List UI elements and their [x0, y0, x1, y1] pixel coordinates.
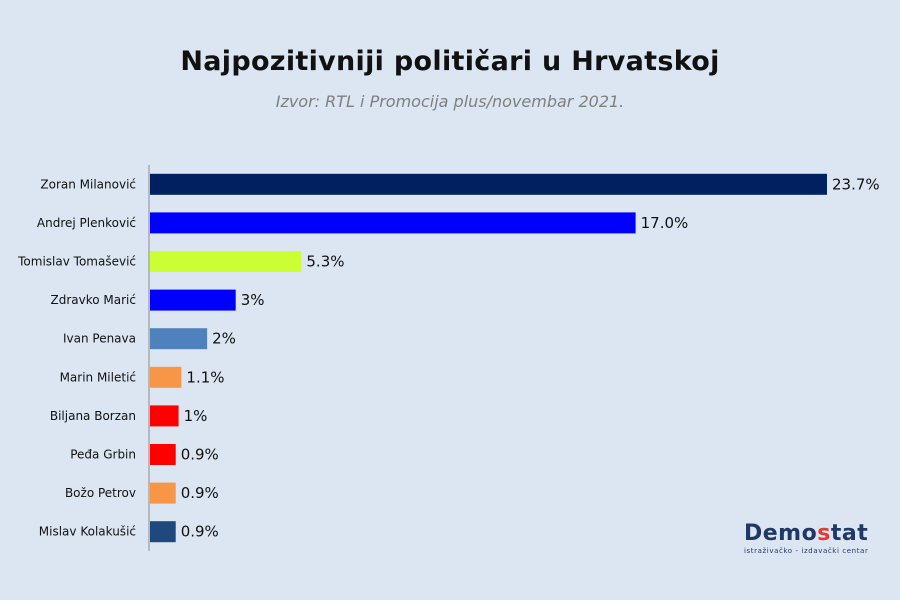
bar — [150, 366, 182, 388]
value-label: 2% — [212, 330, 236, 348]
category-label: Biljana Borzan — [50, 409, 136, 423]
value-label: 0.9% — [181, 446, 219, 464]
bar — [150, 444, 176, 465]
value-label: 0.9% — [181, 484, 219, 502]
logo-tagline: istraživačko - izdavački centar — [744, 547, 869, 555]
category-label: Božo Petrov — [65, 486, 136, 500]
bar — [150, 521, 176, 543]
category-label: Peđa Grbin — [70, 448, 136, 462]
logo-wordmark: Demostat — [744, 522, 868, 546]
bar — [150, 289, 236, 311]
value-label: 17.0% — [641, 214, 689, 232]
category-label: Zoran Milanović — [40, 177, 136, 191]
value-label: 23.7% — [832, 175, 880, 193]
value-label: 5.3% — [306, 253, 344, 271]
value-label: 1.1% — [186, 368, 224, 386]
category-label: Andrej Plenković — [37, 216, 136, 230]
logo-text-1: Demo — [744, 521, 818, 546]
value-label: 1% — [184, 407, 208, 425]
value-label: 3% — [241, 291, 265, 309]
category-label: Tomislav Tomašević — [17, 255, 136, 269]
chart-title: Najpozitivniji političari u Hrvatskoj — [180, 46, 720, 77]
bar — [150, 212, 636, 234]
bar — [150, 251, 302, 272]
category-label: Marin Miletić — [60, 370, 136, 384]
bar — [150, 482, 176, 504]
logo-text-accent: s — [817, 521, 831, 546]
bar — [150, 405, 179, 427]
logo-text-2: tat — [830, 521, 869, 546]
chart-subtitle: Izvor: RTL i Promocija plus/novembar 202… — [275, 92, 625, 111]
category-label: Zdravko Marić — [51, 293, 136, 307]
demostat-logo: Demostat istraživačko - izdavački centar — [744, 522, 869, 556]
bars-group: Zoran Milanović 23.7% Andrej Plenković 17.0… — [17, 173, 880, 543]
value-label: 0.9% — [181, 523, 219, 541]
category-label: Ivan Penava — [63, 332, 136, 346]
bar — [150, 328, 208, 350]
category-label: Mislav Kolakušić — [39, 525, 136, 539]
bar — [150, 173, 827, 195]
